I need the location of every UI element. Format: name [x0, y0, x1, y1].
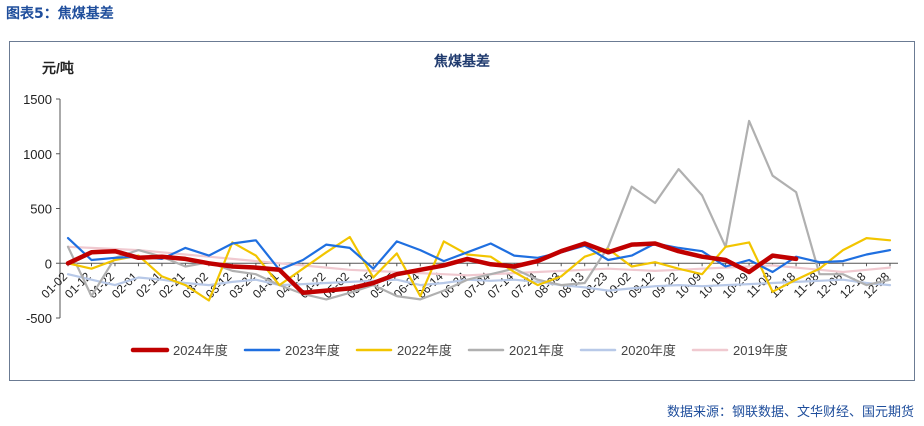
legend-label: 2022年度	[397, 343, 452, 358]
y-axis-unit-label: 元/吨	[42, 60, 74, 76]
y-tick-label: 500	[30, 202, 52, 217]
legend-label: 2020年度	[621, 343, 676, 358]
series-line	[65, 241, 799, 296]
x-tick-label: 09-02	[602, 269, 634, 301]
legend-label: 2019年度	[733, 343, 788, 358]
x-tick-label: 01-12	[62, 269, 94, 301]
legend-label: 2024年度	[173, 343, 228, 358]
series-line	[66, 235, 892, 302]
chart-frame	[9, 41, 915, 381]
axes-layer: 150010005000-50001-0201-1201-2202-0102-1…	[23, 92, 898, 326]
source-note: 数据来源：钢联数据、文华财经、国元期货	[666, 405, 914, 420]
y-tick-label: 0	[45, 256, 52, 271]
legend: 2024年度 2023年度 2022年度 2021年度 2020年度 2019年度	[130, 343, 788, 358]
x-tick-label: 11-18	[767, 269, 798, 300]
series-line	[66, 245, 892, 277]
legend-label: 2021年度	[509, 343, 564, 358]
y-tick-label: 1500	[23, 92, 52, 107]
x-tick-label: 01-02	[39, 269, 71, 301]
series-line	[66, 237, 892, 274]
y-tick-label: -500	[26, 311, 52, 326]
y-tick-label: 1000	[23, 147, 52, 162]
x-tick-label: 09-12	[626, 269, 658, 301]
x-tick-label: 08-23	[579, 269, 611, 301]
legend-label: 2023年度	[285, 343, 340, 358]
series-line	[66, 273, 892, 292]
figure-label: 图表5：焦煤基差	[6, 6, 114, 22]
chart-title: 焦煤基差	[433, 53, 490, 70]
series-lines-layer	[65, 119, 892, 302]
